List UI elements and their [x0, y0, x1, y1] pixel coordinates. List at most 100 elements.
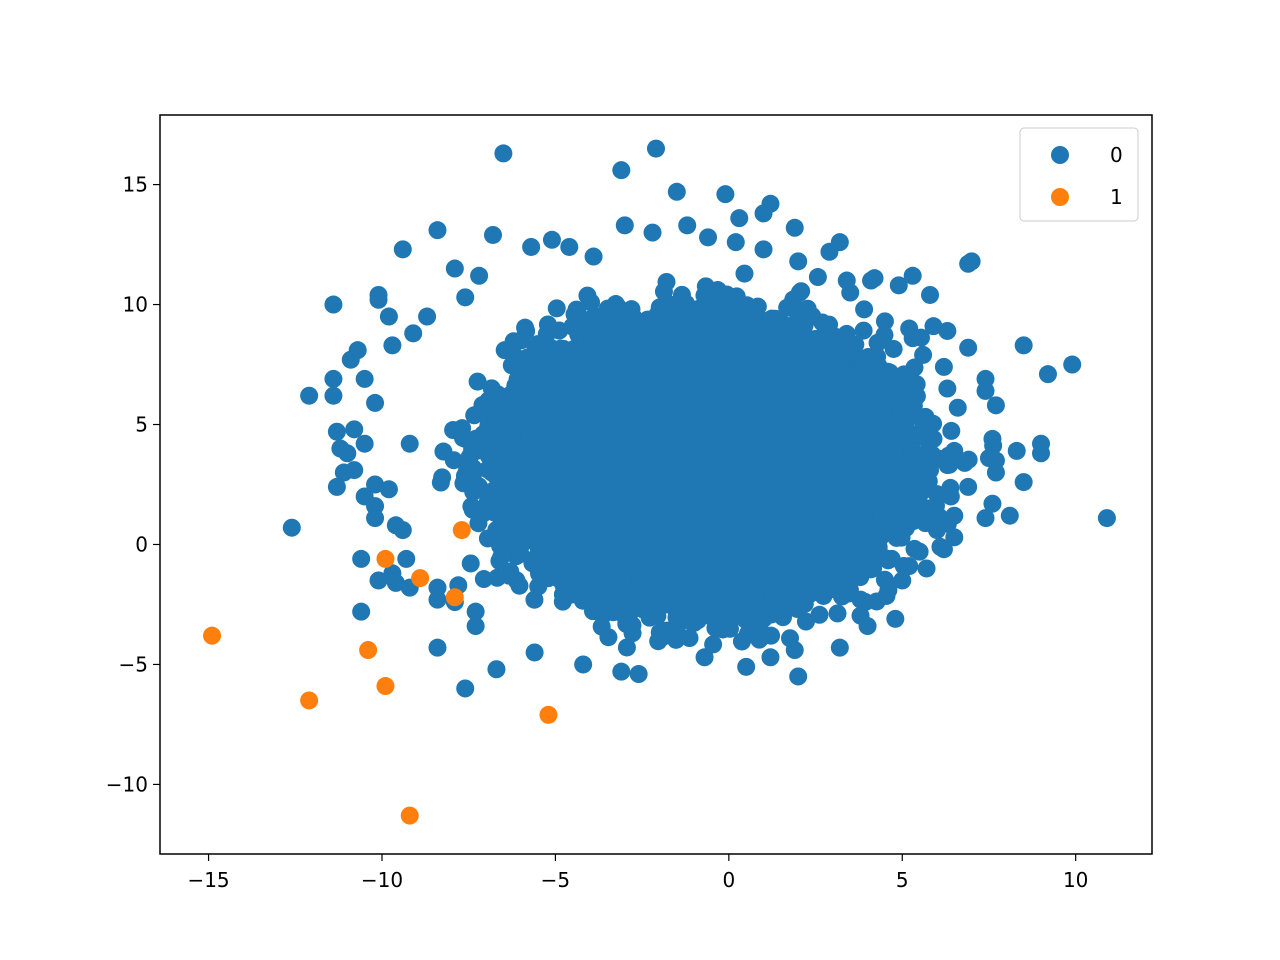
point-series-0	[921, 285, 940, 304]
point-series-0	[830, 638, 849, 657]
point-series-0	[487, 660, 506, 679]
point-series-0	[404, 324, 423, 343]
point-series-0	[428, 590, 447, 609]
point-series-0	[488, 425, 507, 444]
point-series-0	[612, 161, 631, 180]
point-series-0	[466, 602, 485, 621]
point-series-0	[907, 387, 926, 406]
point-series-0	[720, 613, 739, 632]
point-series-0	[921, 461, 940, 480]
point-series-0	[1014, 336, 1033, 355]
point-series-0	[680, 629, 699, 648]
point-series-0	[875, 326, 894, 345]
point-series-0	[604, 603, 623, 622]
point-series-0	[948, 398, 967, 417]
point-series-0	[667, 182, 686, 201]
point-series-0	[456, 288, 475, 307]
x-tick-label: 0	[722, 868, 735, 892]
point-series-0	[976, 381, 995, 400]
point-series-0	[538, 342, 557, 361]
point-series-0	[762, 626, 781, 645]
point-series-0	[584, 602, 603, 621]
point-series-0	[341, 350, 360, 369]
point-series-0	[324, 369, 343, 388]
point-series-0	[626, 597, 645, 616]
point-series-0	[869, 538, 888, 557]
point-series-0	[529, 539, 548, 558]
point-series-0	[856, 516, 875, 535]
plot-frame	[159, 114, 1153, 855]
legend-marker-0	[1051, 146, 1069, 164]
point-series-0	[893, 571, 912, 590]
point-series-0	[828, 604, 847, 623]
point-series-0	[643, 223, 662, 242]
point-series-0	[609, 567, 628, 586]
legend-box	[1019, 127, 1139, 222]
point-series-0	[924, 429, 943, 448]
point-series-0	[1063, 355, 1082, 374]
point-series-0	[816, 547, 835, 566]
point-series-1	[452, 521, 471, 540]
point-series-0	[472, 401, 491, 420]
point-series-0	[785, 641, 804, 660]
point-series-0	[769, 568, 788, 587]
point-series-0	[889, 276, 908, 295]
point-series-0	[686, 582, 705, 601]
point-series-0	[379, 480, 398, 499]
x-tick-label: −5	[541, 868, 570, 892]
y-tick-label: 15	[123, 173, 148, 197]
point-series-0	[927, 521, 946, 540]
point-series-0	[837, 271, 856, 290]
point-series-0	[762, 309, 781, 328]
point-series-0	[934, 357, 953, 376]
point-series-0	[931, 537, 950, 556]
point-series-0	[366, 393, 385, 412]
point-series-0	[530, 390, 549, 409]
point-series-0	[867, 592, 886, 611]
point-series-0	[584, 247, 603, 266]
point-series-0	[785, 218, 804, 237]
point-series-0	[503, 423, 522, 442]
point-series-0	[598, 299, 617, 318]
point-series-0	[393, 240, 412, 259]
point-series-0	[855, 300, 874, 319]
point-series-0	[324, 386, 343, 405]
point-series-0	[574, 655, 593, 674]
point-series-0	[574, 352, 593, 371]
point-series-0	[617, 638, 636, 657]
point-series-0	[903, 329, 922, 348]
point-series-0	[907, 425, 926, 444]
point-series-0	[556, 343, 575, 362]
point-series-0	[397, 549, 416, 568]
point-series-0	[1097, 509, 1116, 528]
series-0	[282, 139, 1116, 698]
point-series-0	[519, 409, 538, 428]
point-series-0	[833, 535, 852, 554]
point-series-0	[851, 590, 870, 609]
point-series-0	[550, 532, 569, 551]
point-series-0	[820, 242, 839, 261]
point-series-0	[962, 252, 981, 271]
point-series-0	[1032, 434, 1051, 453]
point-series-0	[542, 230, 561, 249]
point-series-0	[615, 216, 634, 235]
point-series-0	[327, 477, 346, 496]
x-tick-label: −10	[361, 868, 403, 892]
point-series-0	[945, 441, 964, 460]
point-series-0	[623, 624, 642, 643]
point-series-0	[789, 252, 808, 271]
point-series-0	[851, 537, 870, 556]
point-series-0	[531, 561, 550, 580]
point-series-0	[521, 490, 540, 509]
point-series-0	[502, 527, 521, 546]
point-series-0	[1038, 365, 1057, 384]
point-series-0	[716, 185, 735, 204]
point-series-0	[550, 321, 569, 340]
y-tick-label: 0	[135, 532, 148, 556]
point-series-0	[879, 581, 898, 600]
point-series-0	[529, 577, 548, 596]
point-series-0	[699, 228, 718, 247]
point-series-0	[828, 361, 847, 380]
point-series-0	[565, 542, 584, 561]
point-series-0	[605, 589, 624, 608]
